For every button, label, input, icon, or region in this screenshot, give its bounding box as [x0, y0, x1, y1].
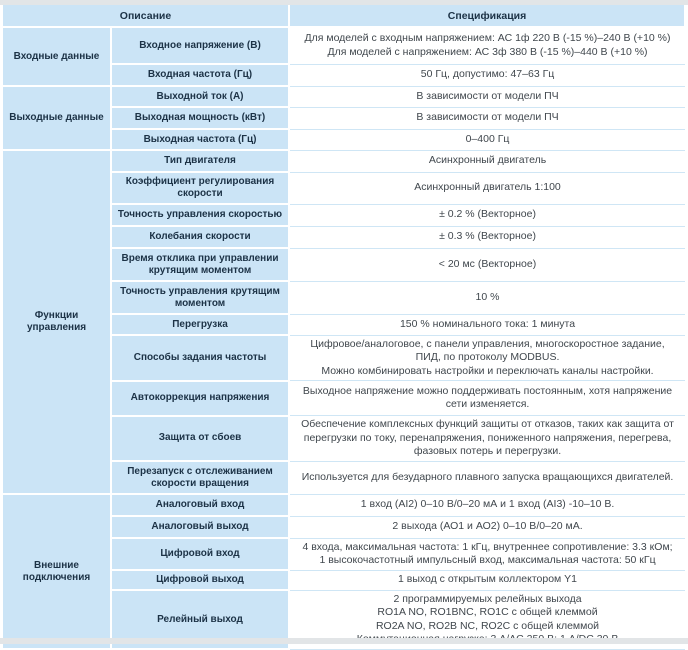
group-external-connections: Внешние подключения	[3, 494, 112, 650]
spec-cell: 2 выхода (АО1 и АО2) 0–10 В/0–20 мА.	[289, 516, 686, 539]
table-row: Защита от сбоев Обеспечение комплексных …	[3, 415, 686, 462]
group-input-data: Входные данные	[3, 27, 112, 87]
table-row: Точность управления крутящим моментом 10…	[3, 281, 686, 315]
spec-cell: В зависимости от модели ПЧ	[289, 86, 686, 108]
description-cell: Цифровой вход	[111, 538, 291, 571]
table-row: Точность управления скоростью ± 0.2 % (В…	[3, 204, 686, 227]
table-row: Коэффициент регулирования скорости Асинх…	[3, 172, 686, 205]
table-row: Выходная частота (Гц) 0–400 Гц	[3, 129, 686, 151]
table-row: Цифровой выход 1 выход с открытым коллек…	[3, 570, 686, 591]
group-control-functions: Функции управления	[3, 150, 112, 495]
spec-cell: 4 входа, максимальная частота: 1 кГц, вн…	[289, 538, 686, 571]
page-edge-strip-bottom	[0, 638, 688, 644]
table-row: Входная частота (Гц) 50 Гц, допустимо: 4…	[3, 64, 686, 87]
spec-cell: 150 % номинального тока: 1 минута	[289, 314, 686, 336]
table-row: Колебания скорости ± 0.3 % (Векторное)	[3, 226, 686, 249]
spec-cell: 1 вход (AI2) 0–10 В/0–20 мА и 1 вход (AI…	[289, 494, 686, 517]
page-edge-strip-top	[0, 0, 688, 5]
description-cell: Перегрузка	[111, 314, 291, 336]
description-cell: Точность управления крутящим моментом	[111, 281, 291, 315]
description-cell: Аналоговый выход	[111, 516, 291, 539]
description-cell: Коэффициент регулирования скорости	[111, 172, 291, 205]
description-cell: Автокоррекция напряжения	[111, 380, 291, 417]
spec-cell: < 20 мс (Векторное)	[289, 248, 686, 282]
description-cell: Входное напряжение (В)	[111, 27, 291, 65]
col-header-specification: Спецификация	[289, 5, 687, 28]
description-cell: Время отклика при управлении крутящим мо…	[111, 248, 291, 282]
spec-cell: Обеспечение комплексных функций защиты о…	[289, 415, 686, 462]
table-row: Входные данные Входное напряжение (В) Дл…	[3, 27, 686, 87]
description-cell: Выходная мощность (кВт)	[111, 107, 291, 130]
table-row: Аналоговый выход 2 выхода (АО1 и АО2) 0–…	[3, 516, 686, 539]
description-cell: Способы задания частоты	[111, 335, 291, 382]
table-row: Выходные данные Выходной ток (А) В завис…	[3, 86, 686, 151]
description-cell: Защита от сбоев	[111, 415, 291, 462]
spec-cell: Цифровое/аналоговое, с панели управления…	[289, 335, 686, 381]
table-row: Способы задания частоты Цифровое/аналого…	[3, 335, 686, 382]
spec-cell: Асинхронный двигатель	[289, 150, 686, 173]
spec-cell: Выходное напряжение можно поддерживать п…	[289, 380, 686, 416]
spec-cell: ± 0.2 % (Векторное)	[289, 204, 686, 227]
description-cell: Входная частота (Гц)	[111, 64, 291, 87]
spec-table: Описание Спецификация Входные данные Вхо…	[3, 5, 687, 650]
description-cell: Цифровой выход	[111, 570, 291, 591]
table-row: Внешние подключения Аналоговый вход 1 вх…	[3, 494, 686, 650]
description-cell: Выходной ток (А)	[111, 86, 291, 108]
description-cell: Перезапуск с отслеживанием скорости вращ…	[111, 461, 291, 495]
table-header-row: Описание Спецификация	[3, 5, 687, 28]
description-cell: Колебания скорости	[111, 226, 291, 249]
table-row: Время отклика при управлении крутящим мо…	[3, 248, 686, 282]
table-row: Перегрузка 150 % номинального тока: 1 ми…	[3, 314, 686, 336]
spec-cell: Используется для безударного плавного за…	[289, 461, 686, 495]
table-row: Выходная мощность (кВт) В зависимости от…	[3, 107, 686, 130]
spec-cell: 0–400 Гц	[289, 129, 686, 151]
group-output-data: Выходные данные	[3, 86, 112, 151]
description-cell: Выходная частота (Гц)	[111, 129, 291, 151]
spec-cell: В зависимости от модели ПЧ	[289, 107, 686, 130]
spec-cell: ± 0.3 % (Векторное)	[289, 226, 686, 249]
spec-cell: 1 выход с открытым коллектором Y1	[289, 570, 686, 591]
table-row: Автокоррекция напряжения Выходное напряж…	[3, 380, 686, 417]
spec-cell: Асинхронный двигатель 1:100	[289, 172, 686, 205]
description-cell: Точность управления скоростью	[111, 204, 291, 227]
table-row: Функции управления Тип двигателя Асинхро…	[3, 150, 686, 495]
description-cell: Тип двигателя	[111, 150, 291, 173]
table-row: Цифровой вход 4 входа, максимальная част…	[3, 538, 686, 571]
spec-cell: Для моделей с входным напряжением: АС 1ф…	[289, 27, 686, 65]
description-cell: Аналоговый вход	[111, 494, 291, 517]
col-header-description: Описание	[3, 5, 291, 28]
spec-cell: 10 %	[289, 281, 686, 315]
spec-cell: 50 Гц, допустимо: 47–63 Гц	[289, 64, 686, 87]
table-row: Перезапуск с отслеживанием скорости вращ…	[3, 461, 686, 495]
